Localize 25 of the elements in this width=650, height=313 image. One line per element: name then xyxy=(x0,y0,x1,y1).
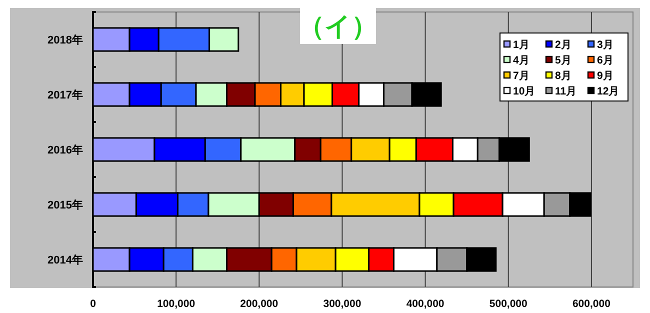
legend-label: 12月 xyxy=(597,86,620,98)
legend-label: 4月 xyxy=(513,54,530,66)
x-tick-label: 0 xyxy=(90,298,96,310)
y-tick-label: 2018年 xyxy=(48,34,83,46)
legend-label: 1月 xyxy=(513,39,530,51)
chart-title: （イ） xyxy=(298,11,378,41)
x-tick-label: 100,000 xyxy=(157,298,196,310)
legend-label: 2月 xyxy=(555,39,572,51)
legend-label: 11月 xyxy=(555,86,578,98)
x-tick-label: 300,000 xyxy=(323,298,362,310)
x-tick-label: 500,000 xyxy=(489,298,528,310)
legend-label: 9月 xyxy=(597,70,614,82)
legend-label: 3月 xyxy=(597,39,614,51)
legend-label: 6月 xyxy=(597,54,614,66)
legend-label: 5月 xyxy=(555,54,572,66)
x-tick-label: 600,000 xyxy=(572,298,611,310)
x-tick-label: 400,000 xyxy=(406,298,444,310)
y-tick-label: 2016年 xyxy=(48,144,83,156)
legend-label: 7月 xyxy=(513,70,530,82)
legend-label: 8月 xyxy=(555,70,572,82)
y-tick-label: 2017年 xyxy=(48,88,83,102)
legend-label: 10月 xyxy=(513,86,536,98)
x-tick-label: 200,000 xyxy=(240,298,278,310)
y-tick-label: 2015年 xyxy=(48,198,83,212)
y-tick-label: 2014年 xyxy=(48,254,83,266)
